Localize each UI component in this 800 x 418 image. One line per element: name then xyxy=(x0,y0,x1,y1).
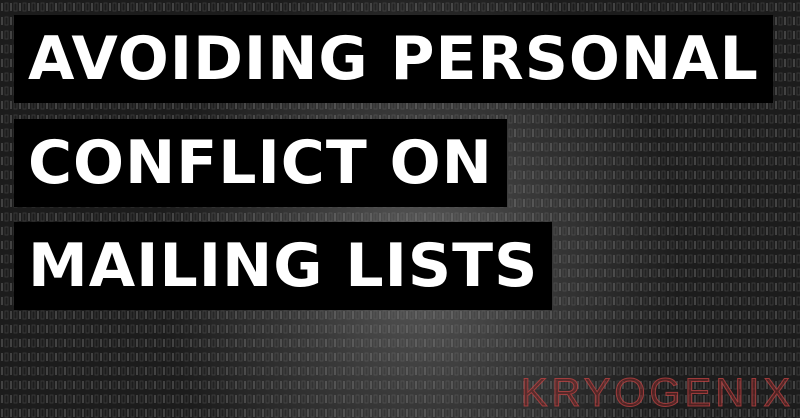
brand-watermark: KRYOGENIX xyxy=(520,371,794,416)
title-line: CONFLICT ON xyxy=(14,119,507,207)
title-line: MAILING LISTS xyxy=(14,222,553,310)
title-line: AVOIDING PERSONAL xyxy=(14,15,773,103)
